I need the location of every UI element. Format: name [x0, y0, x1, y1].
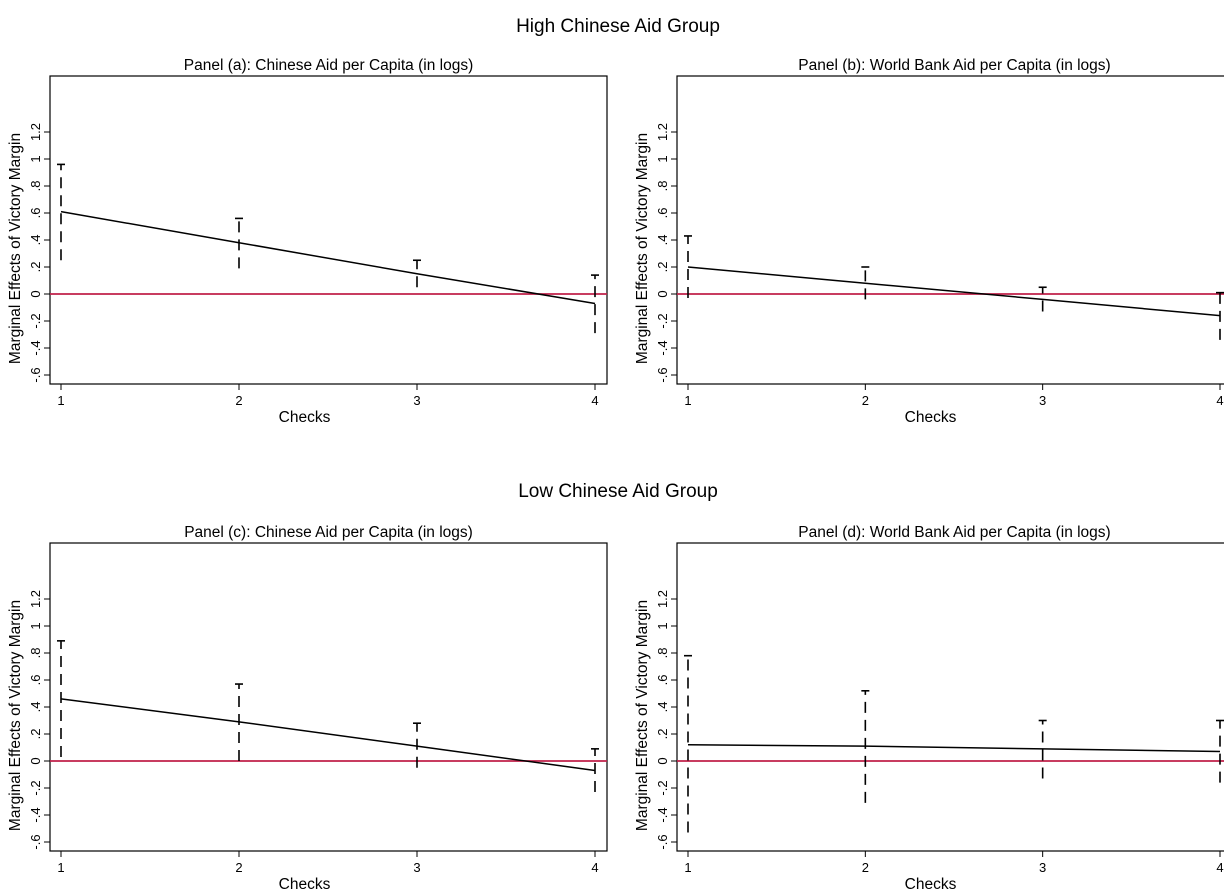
y-tick-label: .6 [655, 208, 670, 219]
panels: Panel (a): Chinese Aid per Capita (in lo… [7, 57, 1224, 893]
y-tick-label: .2 [28, 262, 43, 273]
x-tick-label: 3 [413, 860, 420, 875]
x-tick-label: 4 [1216, 860, 1223, 875]
panel-title: Panel (d): World Bank Aid per Capita (in… [798, 524, 1110, 541]
x-axis-label: Checks [905, 409, 957, 426]
y-tick-label: .6 [28, 675, 43, 686]
plot-frame [49, 542, 608, 852]
y-tick-label: 1.2 [655, 590, 670, 608]
y-tick-label: -.2 [655, 313, 670, 328]
x-tick-label: 4 [591, 860, 598, 875]
y-tick-label: -.2 [28, 780, 43, 795]
y-tick-label: 1 [655, 622, 670, 629]
estimate-line [60, 210, 596, 305]
x-tick-label: 2 [235, 860, 242, 875]
plot-frame [49, 75, 608, 385]
panel-d: Panel (d): World Bank Aid per Capita (in… [634, 524, 1224, 893]
y-tick-label: -.6 [655, 367, 670, 382]
y-tick-label: 0 [655, 757, 670, 764]
y-tick-label: .4 [28, 702, 43, 713]
y-tick-label: .8 [28, 648, 43, 659]
y-tick-label: -.2 [28, 313, 43, 328]
x-axis-label: Checks [279, 409, 331, 426]
y-tick-label: 1.2 [28, 123, 43, 141]
x-tick-label: 1 [57, 860, 64, 875]
y-tick-label: -.6 [655, 834, 670, 849]
plot-frame [676, 75, 1224, 385]
y-tick-label: .4 [655, 702, 670, 713]
x-tick-label: 1 [684, 393, 691, 408]
x-tick-label: 3 [413, 393, 420, 408]
y-tick-label: .2 [655, 729, 670, 740]
y-tick-label: -.2 [655, 780, 670, 795]
x-tick-label: 2 [862, 860, 869, 875]
y-tick-label: .8 [655, 648, 670, 659]
panel-title: Panel (b): World Bank Aid per Capita (in… [798, 57, 1110, 74]
estimate-line [60, 698, 596, 772]
x-tick-label: 1 [57, 393, 64, 408]
panel-c: Panel (c): Chinese Aid per Capita (in lo… [7, 524, 608, 893]
x-tick-label: 2 [862, 393, 869, 408]
y-axis-label: Marginal Effects of Victory Margin [7, 600, 24, 831]
y-axis-label: Marginal Effects of Victory Margin [634, 133, 651, 364]
y-tick-label: -.4 [655, 807, 670, 822]
y-tick-label: .8 [655, 181, 670, 192]
y-tick-label: 0 [655, 290, 670, 297]
y-tick-label: .4 [655, 235, 670, 246]
y-tick-label: -.4 [655, 340, 670, 355]
x-tick-label: 4 [591, 393, 598, 408]
group-title-high: High Chinese Aid Group [516, 16, 720, 37]
x-tick-label: 4 [1216, 393, 1223, 408]
y-tick-label: 0 [28, 757, 43, 764]
x-tick-label: 3 [1039, 860, 1046, 875]
y-tick-label: .6 [28, 208, 43, 219]
y-axis-label: Marginal Effects of Victory Margin [634, 600, 651, 831]
y-tick-label: .2 [655, 262, 670, 273]
y-tick-label: .8 [28, 181, 43, 192]
estimate-line [687, 266, 1221, 317]
panel-title: Panel (c): Chinese Aid per Capita (in lo… [184, 524, 473, 541]
x-tick-label: 1 [684, 860, 691, 875]
panel-a: Panel (a): Chinese Aid per Capita (in lo… [7, 57, 608, 426]
panel-title: Panel (a): Chinese Aid per Capita (in lo… [184, 57, 473, 74]
group-title-low: Low Chinese Aid Group [518, 481, 718, 502]
y-tick-label: -.6 [28, 834, 43, 849]
y-tick-label: -.4 [28, 340, 43, 355]
y-tick-label: -.4 [28, 807, 43, 822]
panel-b: Panel (b): World Bank Aid per Capita (in… [634, 57, 1224, 426]
y-tick-label: 1.2 [655, 123, 670, 141]
x-tick-label: 2 [235, 393, 242, 408]
y-tick-label: 0 [28, 290, 43, 297]
x-axis-label: Checks [279, 876, 331, 893]
y-tick-label: .6 [655, 675, 670, 686]
y-tick-label: 1 [28, 155, 43, 162]
y-tick-label: 1 [655, 155, 670, 162]
plot-frame [676, 542, 1224, 852]
x-tick-label: 3 [1039, 393, 1046, 408]
y-tick-label: -.6 [28, 367, 43, 382]
y-tick-label: .4 [28, 235, 43, 246]
y-axis-label: Marginal Effects of Victory Margin [7, 133, 24, 364]
y-tick-label: .2 [28, 729, 43, 740]
y-tick-label: 1.2 [28, 590, 43, 608]
y-tick-label: 1 [28, 622, 43, 629]
x-axis-label: Checks [905, 876, 957, 893]
estimate-line [687, 744, 1221, 753]
